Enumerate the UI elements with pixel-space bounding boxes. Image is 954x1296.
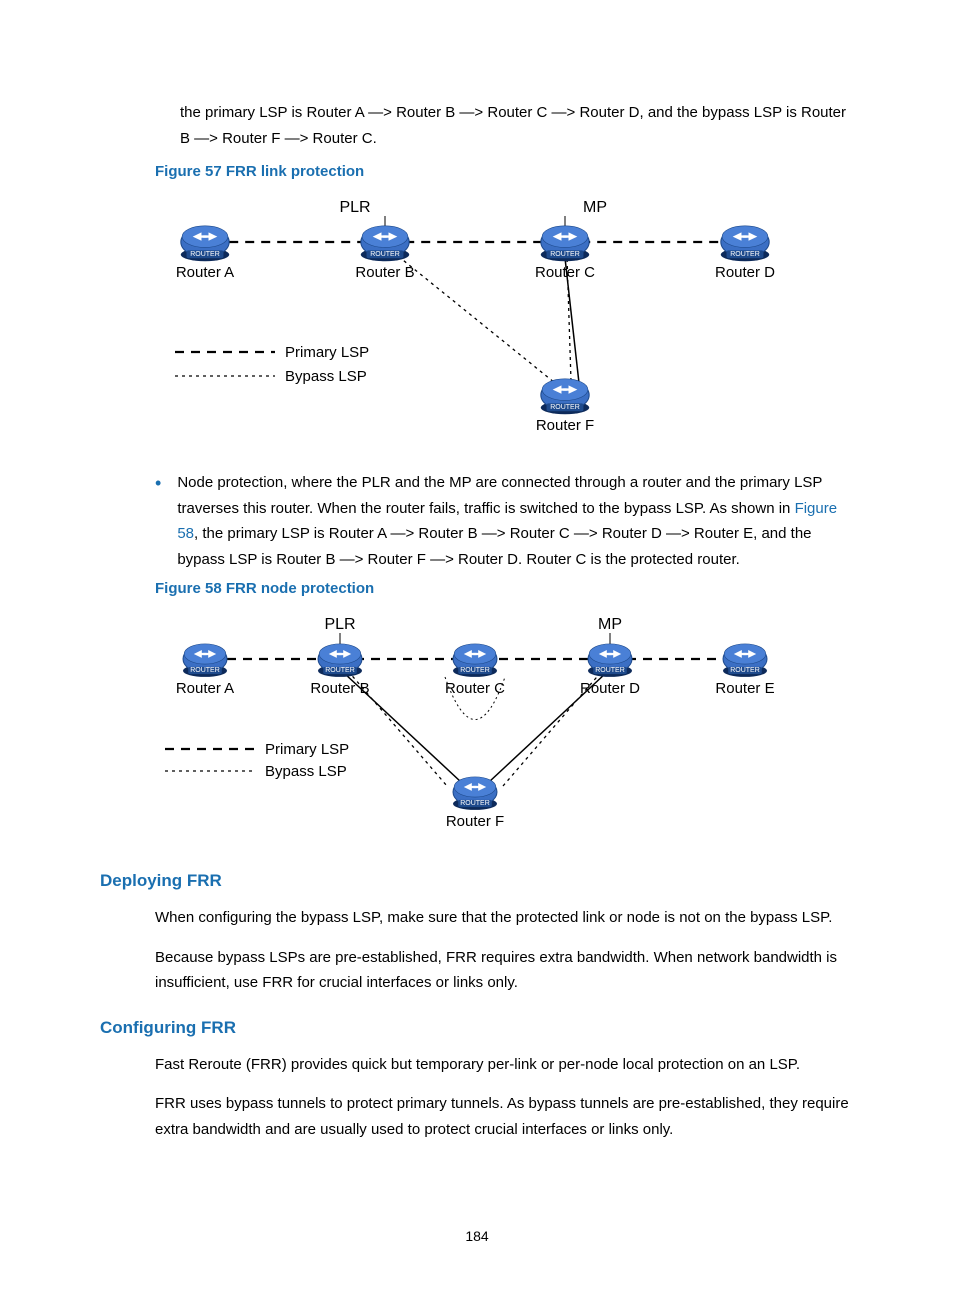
- node-protection-part3: , the primary LSP is Router A —> Router …: [177, 525, 811, 568]
- svg-text:ROUTER: ROUTER: [460, 667, 490, 674]
- svg-text:Router F: Router F: [536, 417, 594, 434]
- svg-text:ROUTER: ROUTER: [325, 667, 355, 674]
- node-protection-text: Node protection, where the PLR and the M…: [177, 470, 854, 572]
- figure57-caption: Figure 57 FRR link protection: [155, 163, 854, 180]
- svg-text:ROUTER: ROUTER: [460, 800, 490, 807]
- svg-text:ROUTER: ROUTER: [730, 251, 760, 258]
- svg-text:Router B: Router B: [310, 680, 369, 697]
- configuring-p1: Fast Reroute (FRR) provides quick but te…: [100, 1052, 854, 1078]
- node-protection-bullet: • Node protection, where the PLR and the…: [100, 470, 854, 572]
- deploying-p1: When configuring the bypass LSP, make su…: [100, 905, 854, 931]
- svg-text:Bypass LSP: Bypass LSP: [285, 368, 367, 385]
- node-protection-part1: Node protection, where the PLR and the M…: [177, 474, 822, 517]
- figure58-diagram: PLR MP ROUTER Router A ROUTER Router B ROUTER R…: [155, 609, 854, 849]
- intro-paragraph: the primary LSP is Router A —> Router B …: [100, 100, 854, 151]
- figure58-caption: Figure 58 FRR node protection: [155, 580, 854, 597]
- svg-text:Router F: Router F: [446, 813, 504, 830]
- configuring-frr-heading: Configuring FRR: [100, 1018, 854, 1038]
- svg-text:MP: MP: [583, 199, 607, 216]
- svg-text:Primary LSP: Primary LSP: [265, 741, 349, 758]
- svg-text:Router A: Router A: [176, 264, 234, 281]
- svg-text:Router D: Router D: [715, 264, 775, 281]
- svg-text:Router A: Router A: [176, 680, 234, 697]
- deploying-p2: Because bypass LSPs are pre-established,…: [100, 945, 854, 996]
- page-number: 184: [0, 1228, 954, 1244]
- svg-text:Primary LSP: Primary LSP: [285, 344, 369, 361]
- svg-text:Router C: Router C: [535, 264, 595, 281]
- svg-text:ROUTER: ROUTER: [190, 667, 220, 674]
- svg-text:ROUTER: ROUTER: [730, 667, 760, 674]
- bullet-icon: •: [155, 470, 161, 572]
- svg-text:Router C: Router C: [445, 680, 505, 697]
- svg-text:Router B: Router B: [355, 264, 414, 281]
- page: the primary LSP is Router A —> Router B …: [0, 0, 954, 1296]
- svg-text:ROUTER: ROUTER: [595, 667, 625, 674]
- svg-text:ROUTER: ROUTER: [190, 251, 220, 258]
- svg-text:PLR: PLR: [324, 616, 355, 633]
- figure57-diagram: PLR MP ROUTER Router A ROUTER Router B ROUTER R…: [155, 192, 854, 452]
- svg-text:Router E: Router E: [715, 680, 774, 697]
- svg-text:Bypass LSP: Bypass LSP: [265, 763, 347, 780]
- svg-text:PLR: PLR: [339, 199, 370, 216]
- deploying-frr-heading: Deploying FRR: [100, 871, 854, 891]
- svg-text:ROUTER: ROUTER: [550, 404, 580, 411]
- svg-text:ROUTER: ROUTER: [370, 251, 400, 258]
- svg-text:ROUTER: ROUTER: [550, 251, 580, 258]
- configuring-p2: FRR uses bypass tunnels to protect prima…: [100, 1091, 854, 1142]
- svg-text:MP: MP: [598, 616, 622, 633]
- svg-text:Router D: Router D: [580, 680, 640, 697]
